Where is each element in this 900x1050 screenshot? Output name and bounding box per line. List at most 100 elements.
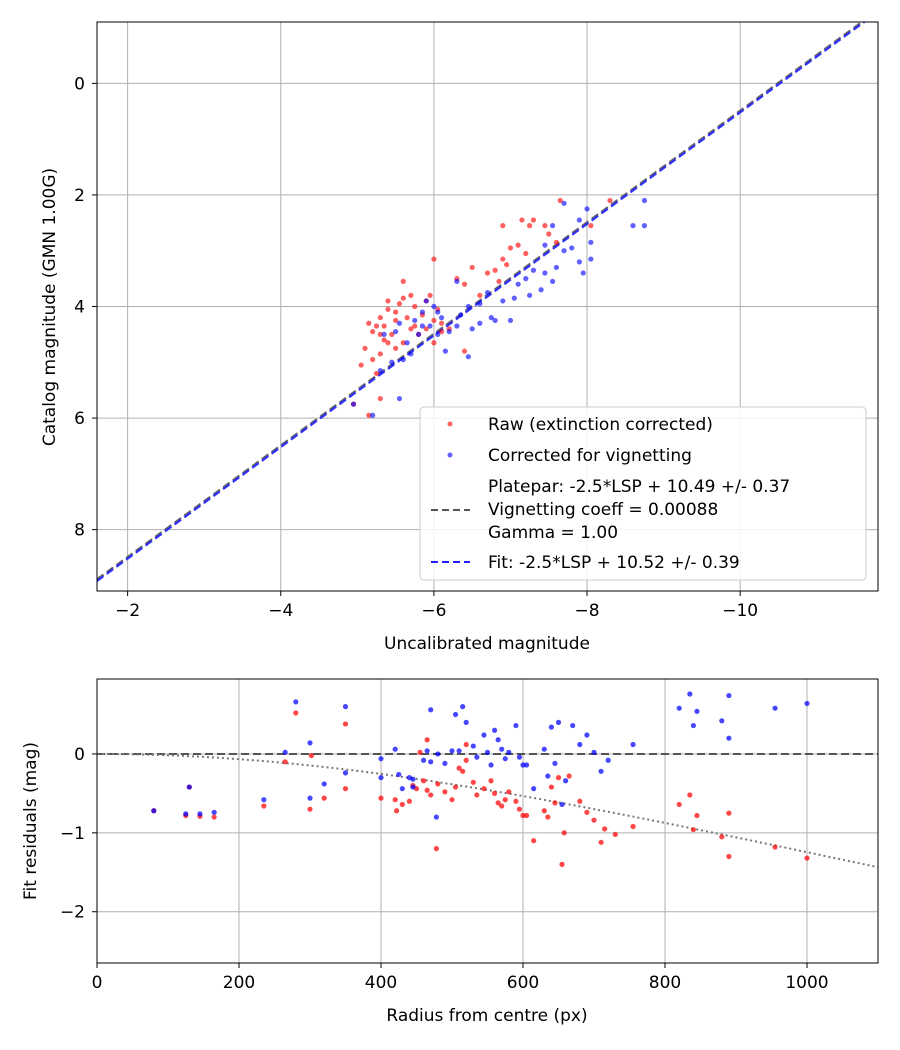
raw-residual-point — [460, 768, 466, 774]
raw-residual-point — [561, 830, 567, 836]
raw-point — [373, 370, 380, 377]
corrected-residual-point — [307, 740, 313, 746]
corrected-residual-point — [726, 735, 732, 741]
corrected-point — [465, 303, 471, 310]
raw-residual-point — [481, 786, 487, 792]
corrected-point — [431, 303, 437, 310]
bottom-y-tick-label: −2 — [60, 903, 85, 923]
corrected-point — [553, 264, 560, 271]
raw-residual-point — [308, 752, 315, 759]
raw-point — [461, 281, 468, 287]
legend-vignetting-label: Vignetting coeff = 0.00088 — [488, 500, 718, 520]
legend: Raw (extinction corrected) Corrected for… — [419, 406, 867, 581]
bottom-x-tick-label: 200 — [223, 973, 255, 993]
corrected-residual-point — [474, 754, 480, 760]
raw-point — [389, 331, 395, 337]
corrected-point — [542, 270, 548, 276]
raw-residual-point — [488, 778, 494, 784]
raw-residual-point — [502, 797, 508, 803]
raw-point — [427, 292, 433, 298]
raw-residual-point — [598, 839, 604, 845]
top-y-tick-label: 2 — [74, 186, 85, 206]
raw-point — [373, 323, 380, 329]
raw-residual-point — [499, 803, 505, 809]
bottom-plot-frame — [96, 678, 879, 964]
corrected-residual-point — [428, 707, 434, 713]
corrected-point — [423, 298, 429, 304]
corrected-point — [484, 289, 491, 296]
corrected-point — [419, 309, 426, 315]
raw-residual-point — [261, 803, 267, 809]
raw-residual-point — [342, 786, 349, 792]
raw-residual-point — [804, 855, 810, 861]
bottom-x-tick-label: 400 — [365, 973, 397, 993]
raw-residual-point — [690, 827, 697, 833]
corrected-residual-point — [481, 732, 487, 738]
corrected-residual-point — [719, 718, 725, 724]
raw-point — [412, 323, 418, 329]
raw-point — [404, 315, 410, 321]
raw-point — [408, 326, 414, 332]
raw-point — [515, 242, 521, 248]
top-y-tick-label: 8 — [74, 521, 85, 541]
raw-point — [504, 262, 510, 268]
corrected-residual-point — [591, 749, 597, 755]
raw-residual-point — [424, 787, 430, 793]
raw-residual-point — [307, 806, 313, 812]
vignetting-curve — [97, 752, 878, 869]
corrected-residual-point — [421, 757, 427, 763]
raw-residual-point — [719, 834, 725, 840]
raw-point — [438, 320, 445, 326]
corrected-residual-point — [151, 808, 157, 814]
raw-point — [377, 315, 383, 321]
raw-residual-point — [687, 792, 693, 798]
raw-residual-point — [452, 784, 459, 790]
raw-residual-point — [282, 759, 288, 765]
corrected-residual-point — [545, 773, 551, 779]
corrected-point — [538, 287, 544, 293]
corrected-point — [576, 217, 582, 223]
raw-point — [496, 278, 502, 284]
corrected-point — [393, 329, 399, 335]
corrected-residual-point — [506, 749, 512, 755]
corrected-point — [542, 242, 548, 248]
corrected-point — [404, 340, 410, 346]
corrected-point — [389, 359, 395, 365]
corrected-point — [580, 270, 586, 276]
raw-point — [542, 223, 548, 229]
legend-gamma-label: Gamma = 1.00 — [488, 523, 618, 543]
corrected-residual-point — [492, 727, 498, 733]
raw-point — [484, 270, 491, 276]
raw-residual-point — [463, 741, 469, 748]
raw-residual-point — [495, 800, 501, 806]
raw-point — [370, 356, 376, 363]
raw-point — [385, 340, 391, 346]
raw-point — [400, 340, 406, 346]
corrected-point — [507, 317, 514, 324]
raw-residual-point — [378, 795, 384, 801]
corrected-residual-point — [484, 749, 491, 755]
raw-residual-point — [406, 798, 412, 804]
corrected-point — [469, 326, 475, 332]
corrected-residual-point — [726, 692, 732, 699]
raw-residual-point — [584, 809, 590, 815]
raw-residual-point — [424, 737, 430, 743]
raw-residual-point — [523, 812, 530, 819]
raw-point — [527, 223, 533, 229]
raw-residual-point — [541, 808, 547, 814]
bottom-scatter-points — [151, 691, 810, 867]
corrected-residual-point — [577, 741, 583, 748]
raw-point — [377, 331, 383, 337]
corrected-residual-point — [584, 732, 590, 738]
corrected-residual-point — [772, 705, 778, 711]
corrected-point — [396, 395, 403, 402]
corrected-residual-point — [211, 809, 217, 815]
raw-residual-point — [392, 797, 398, 803]
corrected-residual-point — [502, 756, 508, 762]
legend-platepar-label: Platepar: -2.5*LSP + 10.49 +/- 0.37 — [488, 477, 790, 497]
corrected-point — [500, 298, 506, 304]
raw-point — [370, 329, 376, 335]
corrected-point — [576, 259, 582, 265]
raw-residual-point — [577, 798, 583, 804]
